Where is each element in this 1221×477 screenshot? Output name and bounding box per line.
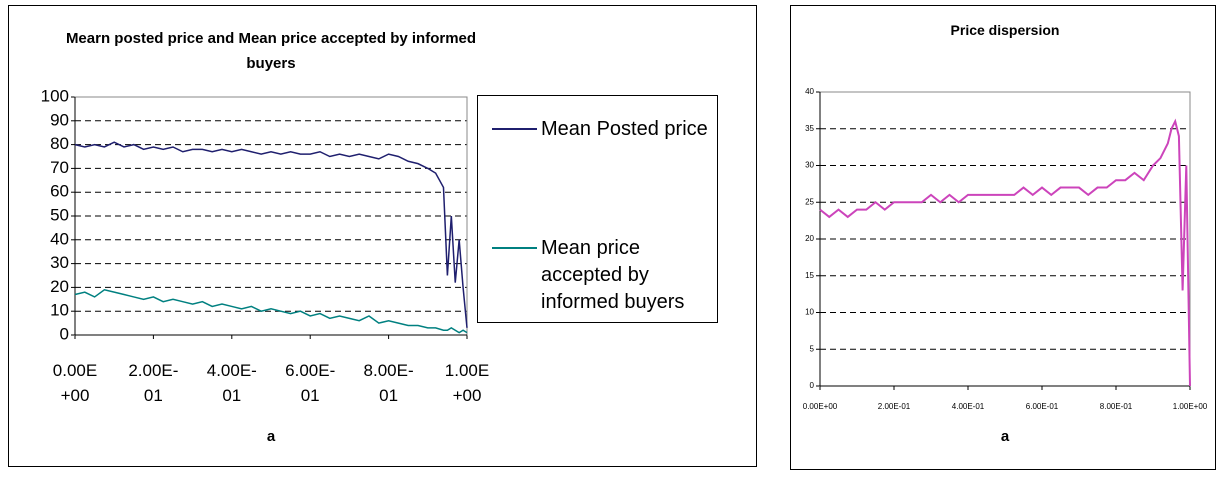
y-tick-label: 50 xyxy=(50,205,69,224)
x-tick-label: 6.00E-01 xyxy=(285,361,336,405)
y-tick-label: 20 xyxy=(805,234,814,243)
chart-frame xyxy=(790,5,1216,470)
y-tick-label: 0 xyxy=(810,381,815,390)
y-tick-label: 40 xyxy=(805,87,814,96)
y-tick-label: 70 xyxy=(50,158,69,177)
y-tick-label: 10 xyxy=(50,301,69,320)
legend-box xyxy=(477,95,718,323)
y-tick-label: 100 xyxy=(41,86,69,105)
x-tick-label: 1.00E+00 xyxy=(444,361,490,405)
chart-frame xyxy=(8,5,757,467)
y-tick-label: 30 xyxy=(805,161,814,170)
y-tick-label: 5 xyxy=(810,344,815,353)
y-tick-label: 90 xyxy=(50,110,69,129)
data-line xyxy=(74,288,468,334)
x-tick-label: 8.00E-01 xyxy=(363,361,414,405)
y-tick-label: 25 xyxy=(805,197,814,206)
x-axis-label: a xyxy=(1001,428,1010,445)
y-tick-label: 15 xyxy=(805,271,814,280)
x-tick-label: 4.00E-01 xyxy=(952,402,985,411)
y-tick-label: 80 xyxy=(50,134,69,153)
data-line xyxy=(74,141,468,328)
chart-title: Mearn posted price and Mean price accept… xyxy=(65,30,477,72)
y-tick-label: 10 xyxy=(805,308,814,317)
x-tick-label: 0.00E+00 xyxy=(803,402,838,411)
y-tick-label: 30 xyxy=(50,253,69,272)
x-tick-label: 1.00E+00 xyxy=(1173,402,1208,411)
y-tick-label: 0 xyxy=(60,324,69,343)
x-axis-label: a xyxy=(267,428,276,445)
y-tick-label: 35 xyxy=(805,124,814,133)
data-line xyxy=(819,118,1191,387)
x-tick-label: 4.00E-01 xyxy=(206,361,257,405)
x-tick-label: 8.00E-01 xyxy=(1100,402,1133,411)
x-tick-label: 2.00E-01 xyxy=(128,361,179,405)
x-tick-label: 0.00E+00 xyxy=(52,361,98,405)
y-tick-label: 40 xyxy=(50,229,69,248)
legend-label: Mean Posted price xyxy=(541,118,708,140)
x-tick-label: 2.00E-01 xyxy=(878,402,911,411)
y-tick-label: 20 xyxy=(50,277,69,296)
chart-title: Price dispersion xyxy=(950,22,1060,38)
x-tick-label: 6.00E-01 xyxy=(1026,402,1059,411)
legend-label: Mean price accepted by informed buyers xyxy=(541,237,685,313)
y-tick-label: 60 xyxy=(50,182,69,201)
